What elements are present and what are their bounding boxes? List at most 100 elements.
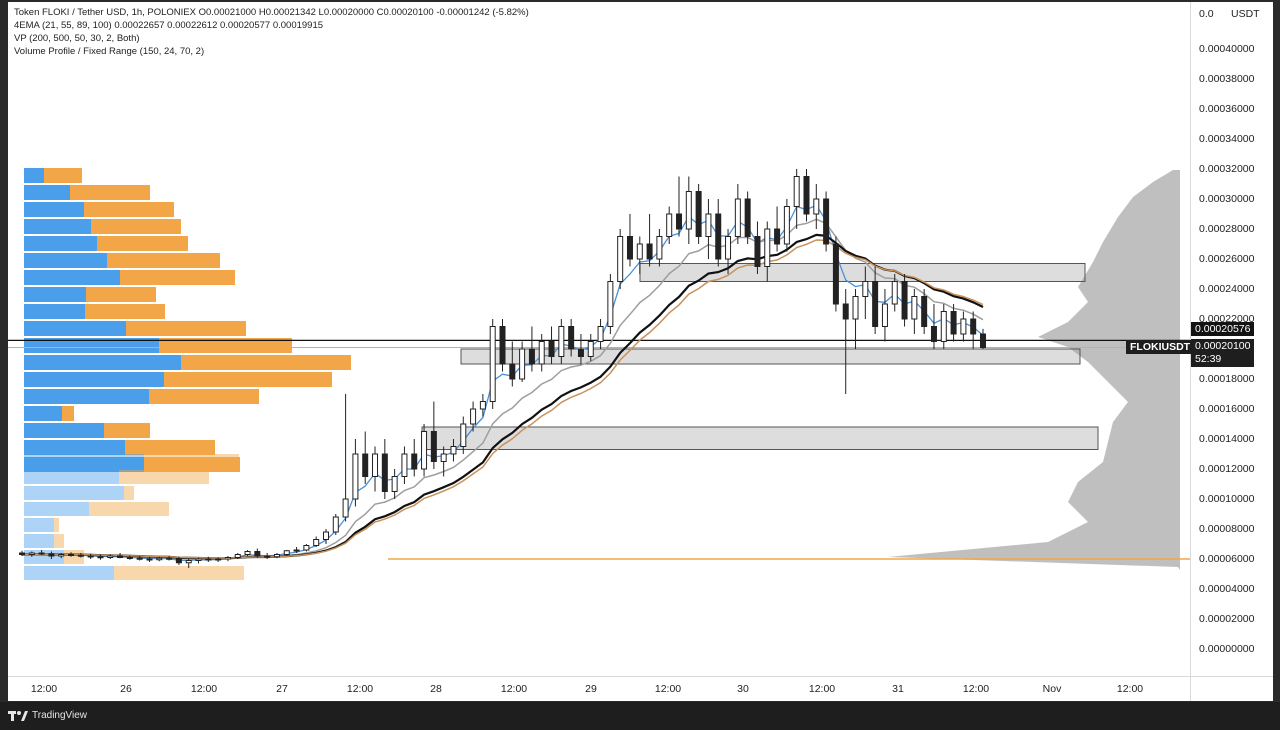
candle-body bbox=[205, 558, 212, 561]
currency-label[interactable]: USDT bbox=[1231, 8, 1260, 20]
candle-body bbox=[950, 311, 957, 335]
vp-left-sell-bar bbox=[86, 287, 156, 302]
vp-left-buy-bar-faded bbox=[24, 470, 119, 484]
price-tick-label: 0.00038000 bbox=[1199, 73, 1255, 85]
legend-vpfr-line[interactable]: Volume Profile / Fixed Range (150, 24, 7… bbox=[14, 46, 205, 57]
vp-left-buy-bar bbox=[24, 219, 91, 234]
candle-body bbox=[322, 531, 329, 540]
price-tick-label: 0.00028000 bbox=[1199, 223, 1255, 235]
ema-100-line bbox=[21, 239, 984, 559]
vp-left-buy-bar-faded bbox=[24, 518, 54, 532]
candle-body bbox=[372, 453, 379, 477]
candle-body bbox=[646, 243, 653, 260]
vp-left-sell-bar-faded bbox=[54, 534, 64, 548]
legend-vp-line[interactable]: VP (200, 500, 50, 30, 2, Both) bbox=[14, 33, 140, 44]
vp-left-sell-bar-faded bbox=[89, 502, 169, 516]
candle-body bbox=[28, 552, 35, 555]
price-tick-label: 0.00006000 bbox=[1199, 553, 1255, 565]
candle-body bbox=[891, 281, 898, 305]
price-badge-close-value: 0.00020100 bbox=[1195, 340, 1251, 352]
legend-ema-line[interactable]: 4EMA (21, 55, 89, 100) 0.00022657 0.0002… bbox=[14, 20, 324, 31]
candle-body bbox=[666, 213, 673, 237]
time-tick-label: 31 bbox=[892, 683, 904, 695]
price-tick-label: 0.00014000 bbox=[1199, 433, 1255, 445]
vp-left-sell-bar bbox=[85, 304, 165, 319]
price-tick-label: 0.00010000 bbox=[1199, 493, 1255, 505]
vp-left-buy-bar bbox=[24, 423, 104, 438]
candle-body bbox=[970, 318, 977, 335]
scale-corner[interactable] bbox=[1190, 676, 1273, 701]
vp-left-buy-bar bbox=[24, 185, 70, 200]
candles bbox=[19, 169, 986, 568]
candle-body bbox=[48, 553, 55, 557]
candle-body bbox=[136, 557, 143, 560]
time-tick-label: 27 bbox=[276, 683, 288, 695]
price-badge-ema: 0.00020576 bbox=[1191, 322, 1255, 336]
vp-left-buy-bar bbox=[24, 287, 86, 302]
price-badge-close: 0.00020100 52:39 bbox=[1191, 339, 1255, 367]
candle-body bbox=[87, 555, 94, 558]
candle-body bbox=[538, 341, 545, 365]
price-tick-label: 0.00012000 bbox=[1199, 463, 1255, 475]
candle-body bbox=[725, 236, 732, 260]
time-tick-label: 28 bbox=[430, 683, 442, 695]
candle-body bbox=[774, 228, 781, 245]
chart-legend[interactable]: Token FLOKI / Tether USD, 1h, POLONIEX O… bbox=[14, 6, 529, 58]
vp-left-sell-bar bbox=[104, 423, 150, 438]
vp-left-buy-bar bbox=[24, 389, 149, 404]
vp-left-buy-bar bbox=[24, 304, 85, 319]
price-tick-label: 0.00030000 bbox=[1199, 193, 1255, 205]
vp-left-sell-bar bbox=[70, 185, 150, 200]
candle-body bbox=[528, 348, 535, 365]
time-tick-label: 12:00 bbox=[1116, 683, 1144, 695]
candle-body bbox=[940, 311, 947, 342]
candle-body bbox=[175, 558, 182, 564]
time-tick-label: Nov bbox=[1042, 683, 1062, 695]
vp-left-buy-bar bbox=[24, 270, 120, 285]
candle-body bbox=[283, 550, 290, 555]
price-tick-label: 0.00024000 bbox=[1199, 283, 1255, 295]
candle-body bbox=[166, 557, 173, 560]
candle-body bbox=[842, 303, 849, 320]
time-scale[interactable]: 12:00 26 12:00 27 12:00 28 12:00 29 12:00 30 12:00… bbox=[8, 676, 1190, 701]
ema-lines bbox=[21, 204, 984, 562]
price-tick-label: 0.00018000 bbox=[1199, 373, 1255, 385]
chart-canvas[interactable] bbox=[8, 2, 1190, 676]
time-tick-label: 12:00 bbox=[654, 683, 682, 695]
candle-body bbox=[803, 176, 810, 215]
candle-body bbox=[401, 453, 408, 477]
tradingview-logo[interactable]: TradingView bbox=[8, 710, 87, 721]
candle-body bbox=[421, 431, 428, 470]
price-scale[interactable]: 0.0 USDT 0.00040000 0.00038000 0.00036000 0… bbox=[1190, 2, 1273, 676]
vp-left-sell-bar bbox=[144, 457, 240, 472]
candle-body bbox=[68, 554, 75, 556]
price-tick-label: 0.00040000 bbox=[1199, 43, 1255, 55]
vp-left-buy-bar bbox=[24, 355, 181, 370]
vp-left-sell-bar bbox=[91, 219, 181, 234]
chart-pane[interactable]: Token FLOKI / Tether USD, 1h, POLONIEX O… bbox=[8, 2, 1190, 676]
price-tick-label: 0.00000000 bbox=[1199, 643, 1255, 655]
legend-symbol-line[interactable]: Token FLOKI / Tether USD, 1h, POLONIEX O… bbox=[14, 7, 529, 18]
candle-body bbox=[146, 558, 153, 561]
price-tick-label: 0.00036000 bbox=[1199, 103, 1255, 115]
price-tick-label: 0.00008000 bbox=[1199, 523, 1255, 535]
vp-left-sell-bar bbox=[120, 270, 235, 285]
vp-left-buy-bar bbox=[24, 457, 144, 472]
candle-body bbox=[224, 557, 231, 560]
candle-body bbox=[617, 236, 624, 282]
time-tick-label: 12:00 bbox=[808, 683, 836, 695]
candle-body bbox=[352, 453, 359, 500]
candle-body bbox=[430, 431, 437, 462]
vp-left-sell-bar bbox=[44, 168, 82, 183]
candle-body bbox=[489, 326, 496, 402]
price-tick-label: 0.00032000 bbox=[1199, 163, 1255, 175]
candle-body bbox=[499, 326, 506, 365]
candle-body bbox=[783, 206, 790, 245]
candle-body bbox=[450, 446, 457, 455]
candle-body bbox=[823, 198, 830, 245]
vp-left-sell-bar-faded bbox=[124, 486, 134, 500]
candle-body bbox=[568, 326, 575, 350]
candle-body bbox=[901, 281, 908, 320]
price-tick-label: 0.00026000 bbox=[1199, 253, 1255, 265]
candle-body bbox=[470, 408, 477, 425]
